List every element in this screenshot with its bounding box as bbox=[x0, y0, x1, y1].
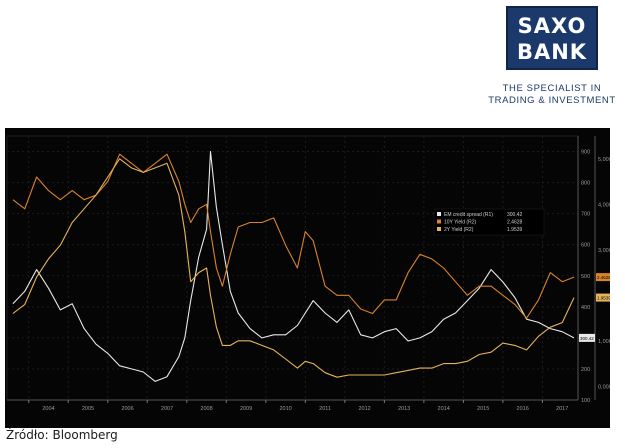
bloomberg-chart-panel: 9008007006005004003002001005,00004,00003… bbox=[5, 128, 610, 428]
legend-box bbox=[433, 208, 545, 236]
last-value-tag bbox=[596, 293, 610, 302]
x-tick-label: 2012 bbox=[358, 406, 370, 412]
x-tick-label: 2013 bbox=[398, 406, 410, 412]
legend-swatch bbox=[437, 227, 441, 231]
y-right-tick-label: 4,0000 bbox=[598, 202, 610, 208]
y-right-tick-label: 3,0000 bbox=[598, 248, 610, 254]
x-tick-label: 2007 bbox=[161, 406, 173, 412]
x-tick-label: 2011 bbox=[319, 406, 331, 412]
y-left-tick-label: 800 bbox=[581, 181, 590, 187]
x-tick-label: 2016 bbox=[517, 406, 529, 412]
x-tick-label: 2006 bbox=[121, 406, 133, 412]
x-tick-label: 2014 bbox=[438, 406, 450, 412]
y-left-tick-label: 100 bbox=[581, 398, 590, 404]
legend-value: 1.9539 bbox=[507, 227, 523, 233]
x-tick-label: 2008 bbox=[200, 406, 212, 412]
series-line-2 bbox=[12, 153, 575, 319]
plot-area bbox=[6, 135, 579, 401]
y-left-tick-label: 900 bbox=[581, 150, 590, 156]
y-left-tick-label: 500 bbox=[581, 274, 590, 280]
x-tick-label: 2004 bbox=[42, 406, 54, 412]
x-tick-label: 2017 bbox=[556, 406, 568, 412]
y-left-tick-label: 600 bbox=[581, 243, 590, 249]
series-line-1 bbox=[12, 150, 575, 382]
last-value-tag-label: 2.4628 bbox=[597, 275, 610, 280]
y-left-tick-label: 400 bbox=[581, 305, 590, 311]
logo-box: SAXO BANK bbox=[506, 6, 598, 70]
y-right-tick-label: 1,0000 bbox=[598, 339, 610, 345]
last-value-tag-label: 300.42 bbox=[580, 336, 594, 341]
legend-swatch bbox=[437, 219, 441, 224]
x-tick-label: 2005 bbox=[82, 406, 94, 412]
y-right-tick-label: 5,0000 bbox=[598, 157, 610, 163]
legend-label: EM credit spread (R1) bbox=[444, 212, 493, 218]
y-right-tick-label: 0,0000 bbox=[598, 384, 610, 390]
logo-text-saxo: SAXO bbox=[517, 14, 587, 38]
logo-text-bank: BANK bbox=[516, 40, 588, 64]
legend-value: 300.42 bbox=[507, 212, 523, 218]
x-tick-label: 2010 bbox=[279, 406, 291, 412]
x-tick-label: 2015 bbox=[477, 406, 489, 412]
legend-label: 2Y Yield (R2) bbox=[444, 227, 474, 233]
series-line-3 bbox=[12, 158, 575, 378]
last-value-tag-label: 1.9539 bbox=[597, 296, 610, 301]
tagline-line-1: THE SPECIALIST IN bbox=[502, 83, 602, 94]
source-caption: Źródło: Bloomberg bbox=[6, 428, 118, 442]
last-value-tag bbox=[596, 273, 610, 282]
legend-value: 2.4628 bbox=[507, 220, 523, 226]
tagline-line-2: TRADING & INVESTMENT bbox=[488, 95, 616, 106]
y-left-tick-label: 700 bbox=[581, 212, 590, 218]
y-left-tick-label: 200 bbox=[581, 367, 590, 373]
last-value-tag bbox=[579, 333, 595, 342]
saxo-bank-logo: SAXO BANK THE SPECIALIST IN TRADING & IN… bbox=[488, 4, 618, 106]
line-chart: 9008007006005004003002001005,00004,00003… bbox=[6, 135, 610, 412]
x-tick-label: 2009 bbox=[240, 406, 252, 412]
legend-swatch bbox=[437, 212, 441, 216]
legend-label: 10Y Yield (R2) bbox=[444, 220, 476, 226]
